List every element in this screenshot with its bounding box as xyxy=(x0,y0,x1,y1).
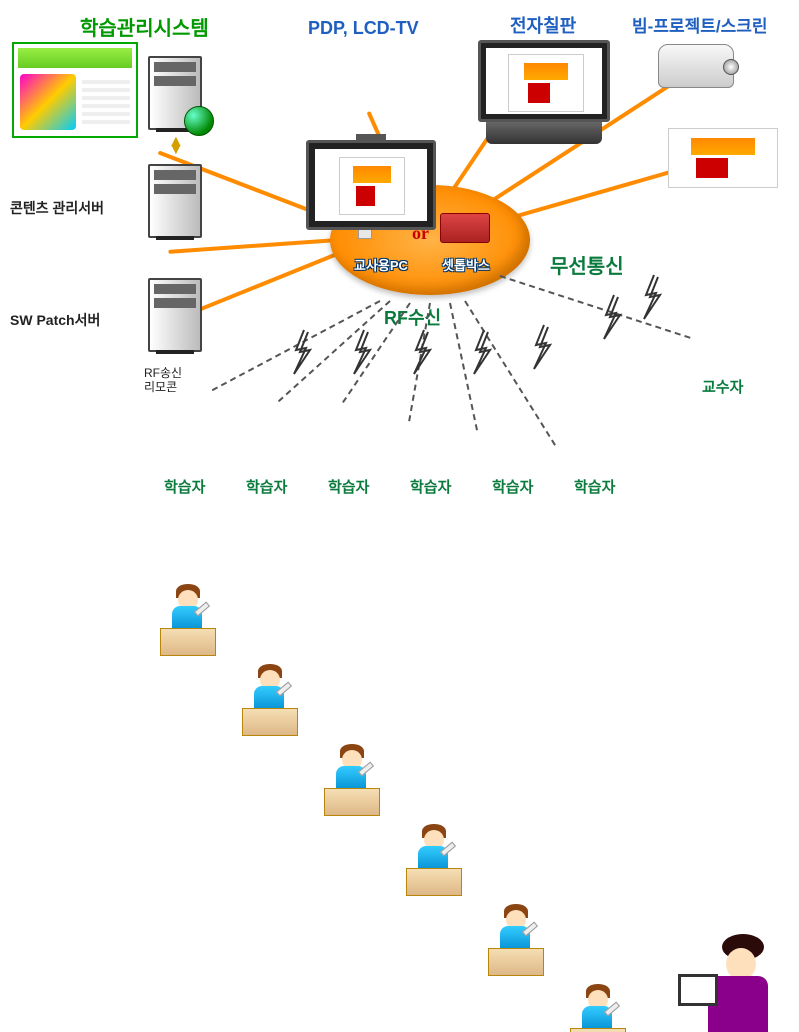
student-label-5: 학습자 xyxy=(574,476,615,497)
student-icon-0 xyxy=(160,576,216,656)
lightning-icon-2 xyxy=(410,330,438,380)
student-label-4: 학습자 xyxy=(492,476,533,497)
lightning-icon-0 xyxy=(290,330,318,380)
student-icon-5 xyxy=(570,976,626,1032)
lightning-icon-4 xyxy=(530,325,558,375)
student-label-0: 학습자 xyxy=(164,476,205,497)
student-label-3: 학습자 xyxy=(410,476,451,497)
settop-box-icon xyxy=(440,213,490,243)
student-label-1: 학습자 xyxy=(246,476,287,497)
hub-pc-label: 교사용PC xyxy=(354,255,408,274)
projector-screen-icon xyxy=(668,128,778,188)
content-server-icon xyxy=(148,164,202,238)
hub-stb-label: 셋톱박스 xyxy=(442,255,490,274)
lightning-icon-6 xyxy=(640,275,668,325)
student-icon-1 xyxy=(242,656,298,736)
beam-projector-icon xyxy=(658,44,734,88)
pdp-label: PDP, LCD-TV xyxy=(308,18,419,39)
student-icon-2 xyxy=(324,736,380,816)
lightning-icon-3 xyxy=(470,330,498,380)
patch-server-label: SW Patch서버 xyxy=(10,310,100,330)
rf-tx-line1: RF송신 xyxy=(144,366,182,380)
lightning-icon-1 xyxy=(350,330,378,380)
rf-tx-label: RF송신 리모콘 xyxy=(144,366,182,394)
teacher-icon xyxy=(688,926,778,1032)
tv-stand-icon xyxy=(356,134,386,142)
lms-label: 학습관리시스템 xyxy=(80,12,209,41)
eboard-label: 전자칠판 xyxy=(510,12,576,38)
projector-label: 빔-프로젝트/스크린 xyxy=(632,12,768,37)
rf-tx-line2: 리모콘 xyxy=(144,380,182,394)
lms-server-icon xyxy=(148,56,202,130)
updown-arrow-icon: ▲▼ xyxy=(168,138,182,154)
teacher-label: 교수자 xyxy=(702,376,743,397)
lightning-icon-5 xyxy=(600,295,628,345)
patch-server-icon xyxy=(148,278,202,352)
wireless-label: 무선통신 xyxy=(550,250,624,279)
student-icon-4 xyxy=(488,896,544,976)
pdp-tv-icon xyxy=(306,140,436,230)
student-icon-3 xyxy=(406,816,462,896)
lms-web-thumbnail xyxy=(12,42,138,138)
electronic-board-icon xyxy=(478,40,610,148)
content-server-label: 콘텐츠 관리서버 xyxy=(10,198,104,218)
student-label-2: 학습자 xyxy=(328,476,369,497)
